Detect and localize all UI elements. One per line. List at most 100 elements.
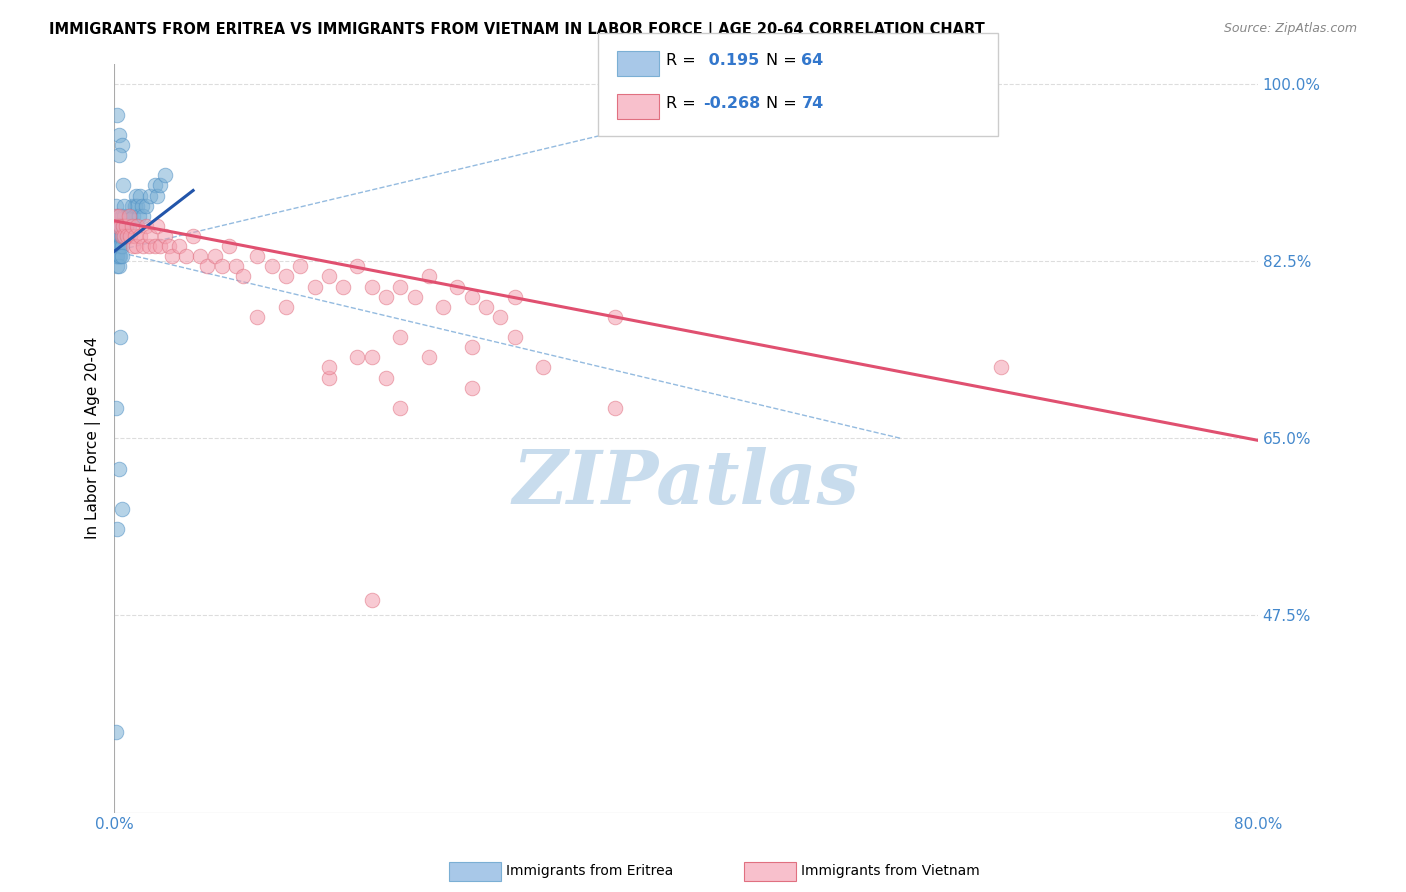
Point	[204, 249, 226, 263]
Point	[120, 229, 142, 244]
Point	[290, 260, 312, 274]
Point	[274, 300, 297, 314]
Point	[318, 370, 340, 384]
Point	[360, 593, 382, 607]
Point	[108, 239, 131, 253]
Point	[117, 229, 139, 244]
Point	[181, 229, 204, 244]
Point	[104, 209, 127, 223]
Point	[118, 209, 141, 223]
Point	[218, 239, 240, 253]
Point	[107, 148, 129, 162]
Point	[105, 522, 128, 536]
Point	[114, 219, 136, 233]
Point	[108, 219, 131, 233]
Point	[135, 219, 157, 233]
Point	[128, 209, 150, 223]
Point	[418, 351, 440, 365]
Point	[114, 209, 136, 223]
Point	[107, 260, 129, 274]
Point	[105, 249, 128, 263]
Point	[112, 219, 135, 233]
Point	[143, 239, 166, 253]
Text: 64: 64	[801, 54, 824, 68]
Text: Source: ZipAtlas.com: Source: ZipAtlas.com	[1223, 22, 1357, 36]
Point	[105, 249, 128, 263]
Point	[389, 279, 412, 293]
Point	[121, 219, 143, 233]
Point	[149, 239, 172, 253]
Point	[111, 138, 134, 153]
Point	[107, 239, 129, 253]
Point	[346, 351, 368, 365]
Point	[122, 209, 145, 223]
Point	[105, 229, 128, 244]
Point	[389, 401, 412, 415]
Point	[118, 219, 141, 233]
Point	[603, 310, 626, 324]
Point	[112, 178, 135, 193]
Point	[114, 229, 136, 244]
Point	[104, 401, 127, 415]
Point	[105, 219, 128, 233]
Point	[112, 219, 135, 233]
Point	[111, 229, 134, 244]
Point	[188, 249, 211, 263]
Text: 74: 74	[801, 96, 824, 111]
Point	[143, 178, 166, 193]
Point	[489, 310, 512, 324]
Point	[146, 219, 169, 233]
Point	[124, 229, 146, 244]
Point	[107, 128, 129, 142]
Point	[461, 290, 484, 304]
Point	[197, 260, 219, 274]
Point	[127, 199, 149, 213]
Point	[174, 249, 197, 263]
Point	[115, 219, 138, 233]
Point	[232, 269, 254, 284]
Point	[108, 219, 131, 233]
Point	[117, 229, 139, 244]
Text: N =: N =	[766, 54, 803, 68]
Point	[108, 249, 131, 263]
Point	[304, 279, 326, 293]
Point	[132, 209, 155, 223]
Text: -0.268: -0.268	[703, 96, 761, 111]
Point	[446, 279, 468, 293]
Point	[120, 209, 142, 223]
Point	[153, 169, 176, 183]
Point	[139, 188, 162, 202]
Point	[246, 249, 269, 263]
Point	[104, 229, 127, 244]
Point	[127, 219, 149, 233]
Text: R =: R =	[666, 54, 702, 68]
Point	[603, 401, 626, 415]
Point	[332, 279, 354, 293]
Point	[318, 269, 340, 284]
Text: Immigrants from Eritrea: Immigrants from Eritrea	[506, 864, 673, 879]
Point	[121, 199, 143, 213]
Point	[375, 290, 398, 304]
Point	[107, 229, 129, 244]
Point	[114, 199, 136, 213]
Point	[107, 249, 129, 263]
Point	[105, 219, 128, 233]
Point	[118, 209, 141, 223]
Point	[108, 229, 131, 244]
Point	[104, 249, 127, 263]
Point	[135, 199, 157, 213]
Text: R =: R =	[666, 96, 702, 111]
Point	[149, 178, 172, 193]
Text: Immigrants from Vietnam: Immigrants from Vietnam	[801, 864, 980, 879]
Point	[105, 229, 128, 244]
Point	[122, 239, 145, 253]
Point	[111, 239, 134, 253]
Point	[124, 199, 146, 213]
Point	[125, 188, 148, 202]
Point	[260, 260, 283, 274]
Point	[132, 239, 155, 253]
Point	[503, 290, 526, 304]
Point	[990, 360, 1012, 375]
Point	[461, 381, 484, 395]
Point	[461, 340, 484, 354]
